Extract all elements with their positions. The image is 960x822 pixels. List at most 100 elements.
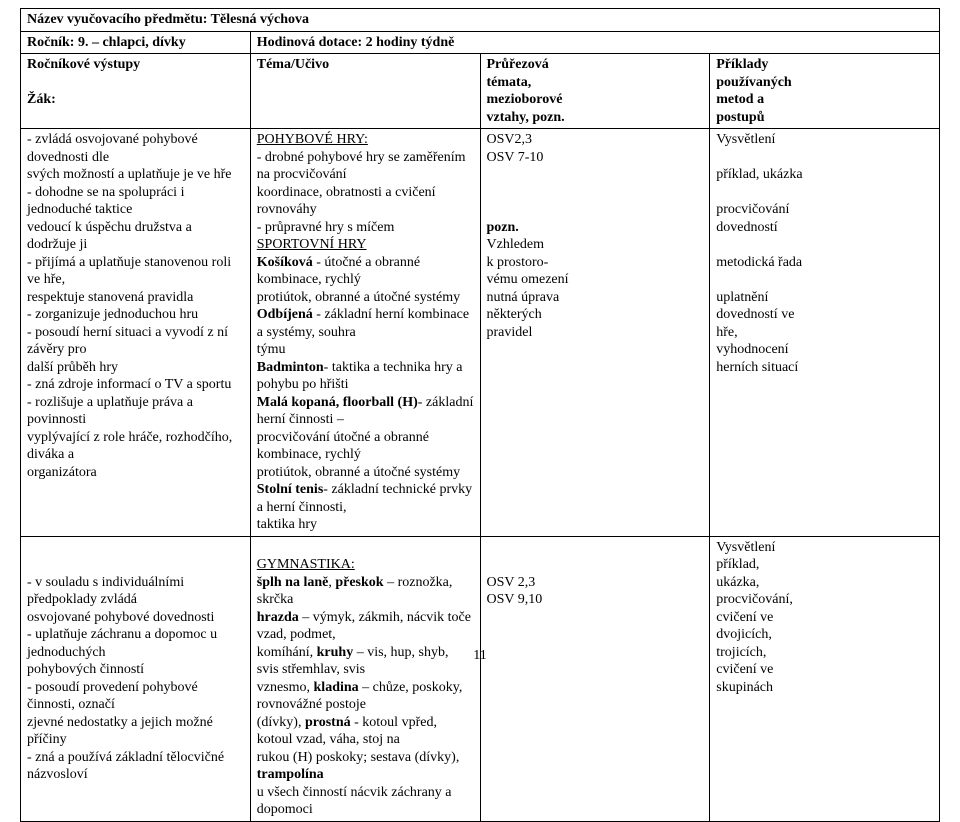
r2c2-l6a: rukou (H) poskoky; sestava (dívky),	[257, 750, 460, 765]
r1c4-l3: procvičování	[716, 201, 933, 219]
header-col4-l1: Příklady	[716, 56, 933, 74]
r1c4-l1: Vysvětlení	[716, 131, 933, 149]
r2c2-l6b: trampolína	[257, 767, 324, 782]
subject-title-label-text: Název vyučovacího předmětu:	[27, 12, 207, 27]
header-col4-l3: metod a	[716, 91, 933, 109]
header-col2-text: Téma/Učivo	[257, 57, 329, 72]
r1c2-l1: - drobné pohybové hry se zaměřením na pr…	[257, 149, 474, 184]
r1c3-l8: některých	[487, 306, 704, 324]
row2-col1: - v souladu s individuálními předpoklady…	[21, 536, 251, 821]
r1c2-l10: procvičování útočné a obranné kombinace,…	[257, 429, 474, 464]
row2-col2: GYMNASTIKA: šplh na laně, přeskok – rozn…	[250, 536, 480, 821]
r1c1-l9: další průběh hry	[27, 359, 244, 377]
r1c2-h2: SPORTOVNÍ HRY	[257, 237, 367, 252]
r1c2-l2: koordinace, obratnosti a cvičení rovnová…	[257, 184, 474, 219]
r2c4-l1: Vysvětlení	[716, 539, 933, 557]
subject-title-label: Název vyučovacího předmětu: Tělesná vých…	[27, 12, 309, 27]
header-col3-l1: Průřezová	[487, 56, 704, 74]
header-col1: Ročníkové výstupy Žák:	[21, 54, 251, 129]
page-number: 11	[0, 648, 960, 664]
subject-title-value: Tělesná výchova	[211, 12, 309, 27]
r1c2-l12a: Stolní tenis	[257, 482, 324, 497]
time-allocation-cell: Hodinová dotace: 2 hodiny týdně	[250, 31, 939, 54]
r2c2-l1c: přeskok	[335, 575, 383, 590]
r1c2-l3: - průpravné hry s míčem	[257, 219, 474, 237]
r1c3-l1: OSV2,3	[487, 131, 704, 149]
r1c2-l9a: Malá kopaná, floorball (H)	[257, 395, 418, 410]
row1-col1: - zvládá osvojované pohybové dovednosti …	[21, 129, 251, 537]
r1c3-l6: vému omezení	[487, 271, 704, 289]
header-col3: Průřezová témata, mezioborové vztahy, po…	[480, 54, 710, 129]
r1c4-l8: hře,	[716, 324, 933, 342]
grade-cell: Ročník: 9. – chlapci, dívky	[21, 31, 251, 54]
header-col3-l3: mezioborové	[487, 91, 704, 109]
time-allocation: Hodinová dotace: 2 hodiny týdně	[257, 35, 455, 50]
r1c1-l1: - zvládá osvojované pohybové dovednosti …	[27, 131, 244, 166]
r1c3-l2: OSV 7-10	[487, 149, 704, 167]
header-col1-l1: Ročníkové výstupy	[27, 56, 244, 74]
row1-col3: OSV2,3 OSV 7-10 pozn. Vzhledem k prostor…	[480, 129, 710, 537]
r1c4-l5: metodická řada	[716, 254, 933, 272]
header-col3-l2: témata,	[487, 74, 704, 92]
r1c2-l5: protiútok, obranné a útočné systémy	[257, 289, 474, 307]
r2c3-l1: OSV 2,3	[487, 574, 704, 592]
r1c2-l6a: Odbíjená	[257, 307, 313, 322]
r2c1-l5: - posoudí provedení pohybové činnosti, o…	[27, 679, 244, 714]
row2-col3: OSV 2,3 OSV 9,10	[480, 536, 710, 821]
r1c2-l7: týmu	[257, 341, 474, 359]
row2-col4: Vysvětlení příklad, ukázka, procvičování…	[710, 536, 940, 821]
r1c2-l13: taktika hry	[257, 516, 474, 534]
page-container: Název vyučovacího předmětu: Tělesná vých…	[0, 0, 960, 672]
r2c2-l7: u všech činností nácvik záchrany a dopom…	[257, 784, 474, 819]
header-col4-l4: postupů	[716, 109, 933, 127]
r2c4-l2: příklad,	[716, 556, 933, 574]
r2c4-l6: dvojicích,	[716, 626, 933, 644]
r2c2-l2a: hrazda	[257, 610, 299, 625]
r2c2-l5a: (dívky),	[257, 715, 305, 730]
row1-col2: POHYBOVÉ HRY: - drobné pohybové hry se z…	[250, 129, 480, 537]
r1c2-l4a: Košíková	[257, 255, 313, 270]
r1c1-l3: - dohodne se na spolupráci i jednoduché …	[27, 184, 244, 219]
r2c4-l9: skupinách	[716, 679, 933, 697]
r1c3-l3: pozn.	[487, 219, 704, 237]
r2c2-l5b: prostná	[305, 715, 351, 730]
r2c1-l2: osvojované pohybové dovednosti	[27, 609, 244, 627]
r1c4-l10: herních situací	[716, 359, 933, 377]
r1c4-l9: vyhodnocení	[716, 341, 933, 359]
header-col2: Téma/Učivo	[250, 54, 480, 129]
r1c1-l5: - přijímá a uplatňuje stanovenou roli ve…	[27, 254, 244, 289]
row1-col4: Vysvětlení příklad, ukázka procvičování …	[710, 129, 940, 537]
r2c1-l7: - zná a používá základní tělocvičné názv…	[27, 749, 244, 784]
grade-label: Ročník: 9. – chlapci, dívky	[27, 35, 186, 50]
r1c1-l13: organizátora	[27, 464, 244, 482]
r1c1-l7: - zorganizuje jednoduchou hru	[27, 306, 244, 324]
r1c1-l8: - posoudí herní situaci a vyvodí z ní zá…	[27, 324, 244, 359]
r1c4-l2: příklad, ukázka	[716, 166, 933, 184]
r1c3-l9: pravidel	[487, 324, 704, 342]
r2c2-l4a: vznesmo,	[257, 680, 314, 695]
r1c4-l6: uplatnění	[716, 289, 933, 307]
r2c2-h1: GYMNASTIKA:	[257, 557, 355, 572]
r2c4-l3: ukázka,	[716, 574, 933, 592]
r1c3-l4: Vzhledem	[487, 236, 704, 254]
r1c2-h1: POHYBOVÉ HRY:	[257, 132, 368, 147]
subject-title-cell: Název vyučovacího předmětu: Tělesná vých…	[21, 9, 940, 32]
r1c1-l4: vedoucí k úspěchu družstva a dodržuje ji	[27, 219, 244, 254]
r1c1-l10: - zná zdroje informací o TV a sportu	[27, 376, 244, 394]
r2c3-l2: OSV 9,10	[487, 591, 704, 609]
r1c2-l11: protiútok, obranné a útočné systémy	[257, 464, 474, 482]
header-col4: Příklady používaných metod a postupů	[710, 54, 940, 129]
r1c1-l6: respektuje stanovená pravidla	[27, 289, 244, 307]
r1c3-l7: nutná úprava	[487, 289, 704, 307]
r1c1-l2: svých možností a uplatňuje je ve hře	[27, 166, 244, 184]
r1c4-l7: dovedností ve	[716, 306, 933, 324]
r2c1-l1: - v souladu s individuálními předpoklady…	[27, 574, 244, 609]
header-col3-l4: vztahy, pozn.	[487, 109, 704, 127]
r1c1-l12: vyplývající z role hráče, rozhodčího, di…	[27, 429, 244, 464]
r2c2-l4b: kladina	[314, 680, 359, 695]
r1c3-l5: k prostoro-	[487, 254, 704, 272]
r2c4-l5: cvičení ve	[716, 609, 933, 627]
r2c2-l1a: šplh na laně	[257, 575, 329, 590]
header-col4-l2: používaných	[716, 74, 933, 92]
r2c4-l4: procvičování,	[716, 591, 933, 609]
